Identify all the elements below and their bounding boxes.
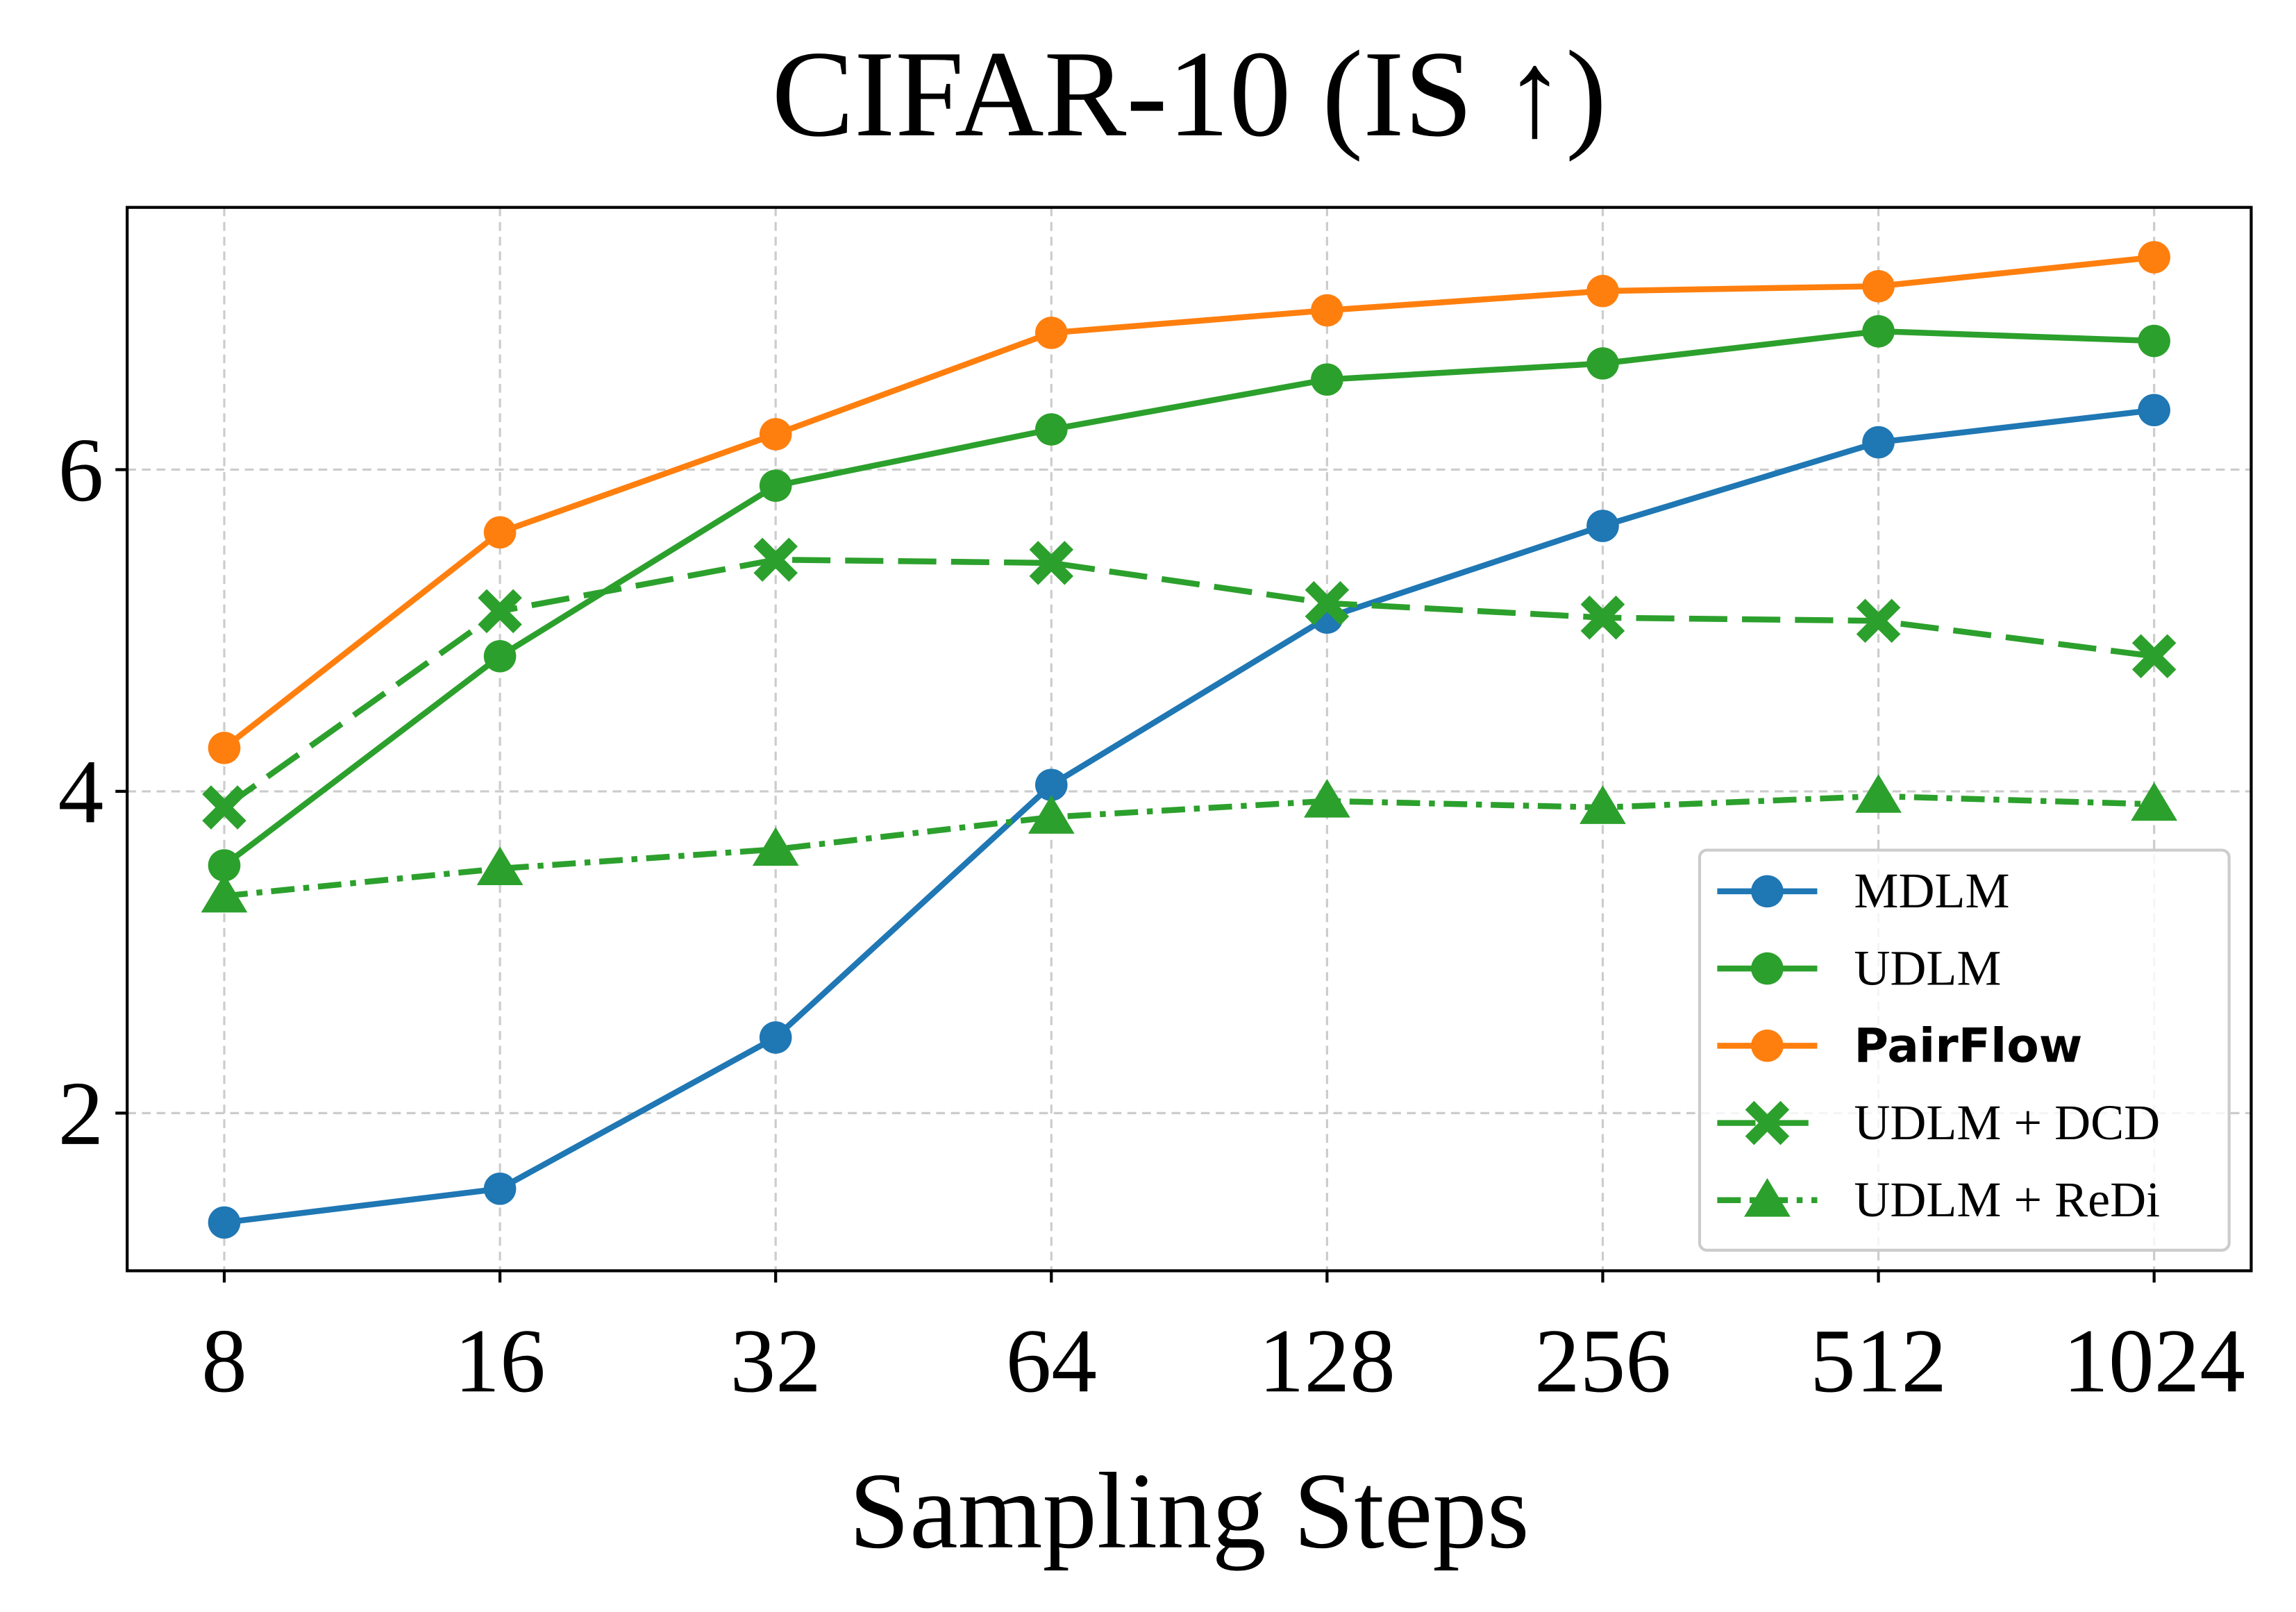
x-tick-label: 512 [1810,1311,1947,1411]
series-line [222,556,2155,810]
x-marker [1856,598,1901,644]
x-marker [478,589,522,634]
circle-marker [208,849,241,882]
ticks: 8 16 32 64 128 256 512 1024 2 4 6 [58,420,2245,1411]
circle-marker [1751,1030,1784,1062]
x-tick-label: 256 [1534,1311,1671,1411]
legend-label: UDLM + ReDi [1854,1172,2160,1227]
triangle-marker [1579,785,1626,824]
x-tick-label: 32 [730,1311,821,1411]
y-tick-label: 6 [58,420,104,521]
x-marker [1580,595,1625,640]
circle-marker [483,1172,517,1205]
series-line [224,407,2155,1226]
x-tick-label: 64 [1006,1311,1097,1411]
legend-entry: PairFlow [1717,1018,2082,1073]
triangle-marker [201,873,248,913]
series-udlm [208,314,2170,882]
series-udlm-redi [201,774,2178,913]
x-marker [1745,1100,1790,1145]
series-mdlm [208,394,2170,1239]
circle-marker [759,418,792,451]
series-lines [201,241,2178,1239]
circle-marker [2138,394,2170,427]
triangle-marker [1744,1178,1791,1217]
series-line [224,793,2154,899]
x-marker [2131,634,2177,679]
circle-marker [1862,269,1895,303]
y-tick-label: 2 [58,1064,104,1164]
circle-marker [1586,347,1619,380]
x-marker [1029,541,1074,585]
triangle-marker [1304,779,1350,818]
x-tick-label: 8 [201,1311,247,1411]
legend-label: PairFlow [1854,1018,2082,1073]
circle-marker [1034,769,1068,801]
chart-title: CIFAR-10 (IS ↑) [771,26,1607,162]
series-line [222,254,2155,750]
triangle-marker [476,846,523,885]
legend-entry: UDLM + DCD [1717,1095,2160,1150]
circle-marker [483,516,517,549]
circle-marker [1311,294,1343,327]
legend-entry: UDLM + ReDi [1717,1172,2160,1227]
plot-frame [126,205,2253,1273]
series-udlm-dcd [202,537,2177,830]
legend-label: UDLM [1854,940,2001,996]
circle-marker [2138,324,2170,358]
legend-label: UDLM + DCD [1854,1095,2160,1150]
circle-marker [759,469,792,502]
circle-marker [2138,241,2170,274]
circle-marker [1586,510,1619,542]
y-tick-label: 4 [58,741,104,842]
circle-marker [1751,952,1784,985]
circle-marker [1751,875,1784,908]
circle-marker [1586,274,1619,308]
circle-marker [208,732,241,764]
legend-label: MDLM [1854,863,2009,918]
legend-entry: UDLM [1717,940,2001,996]
legend: MDLM UDLM PairFlow UDLM + DCD UDLM + ReDi [1698,848,2231,1252]
circle-marker [1862,426,1895,459]
circle-marker [1034,413,1068,446]
triangle-marker [752,827,799,866]
x-marker [1305,581,1350,626]
x-axis-label: Sampling Steps [849,1450,1530,1571]
x-tick-label: 16 [454,1311,545,1411]
series-pairflow [208,241,2170,764]
circle-marker [483,639,517,673]
legend-entry: MDLM [1717,863,2010,918]
triangle-marker [2131,782,2178,821]
triangle-marker [1028,795,1075,834]
circle-marker [1862,314,1895,348]
triangle-marker [1855,774,1902,813]
x-marker [753,537,798,582]
circle-marker [1311,363,1343,396]
circle-marker [208,1206,241,1239]
legend-box [1698,848,2231,1252]
series-line [222,328,2154,868]
circle-marker [759,1021,792,1054]
x-tick-label: 128 [1259,1311,1396,1411]
x-tick-label: 1024 [2063,1311,2245,1411]
x-marker [202,785,246,830]
circle-marker [1034,317,1068,349]
